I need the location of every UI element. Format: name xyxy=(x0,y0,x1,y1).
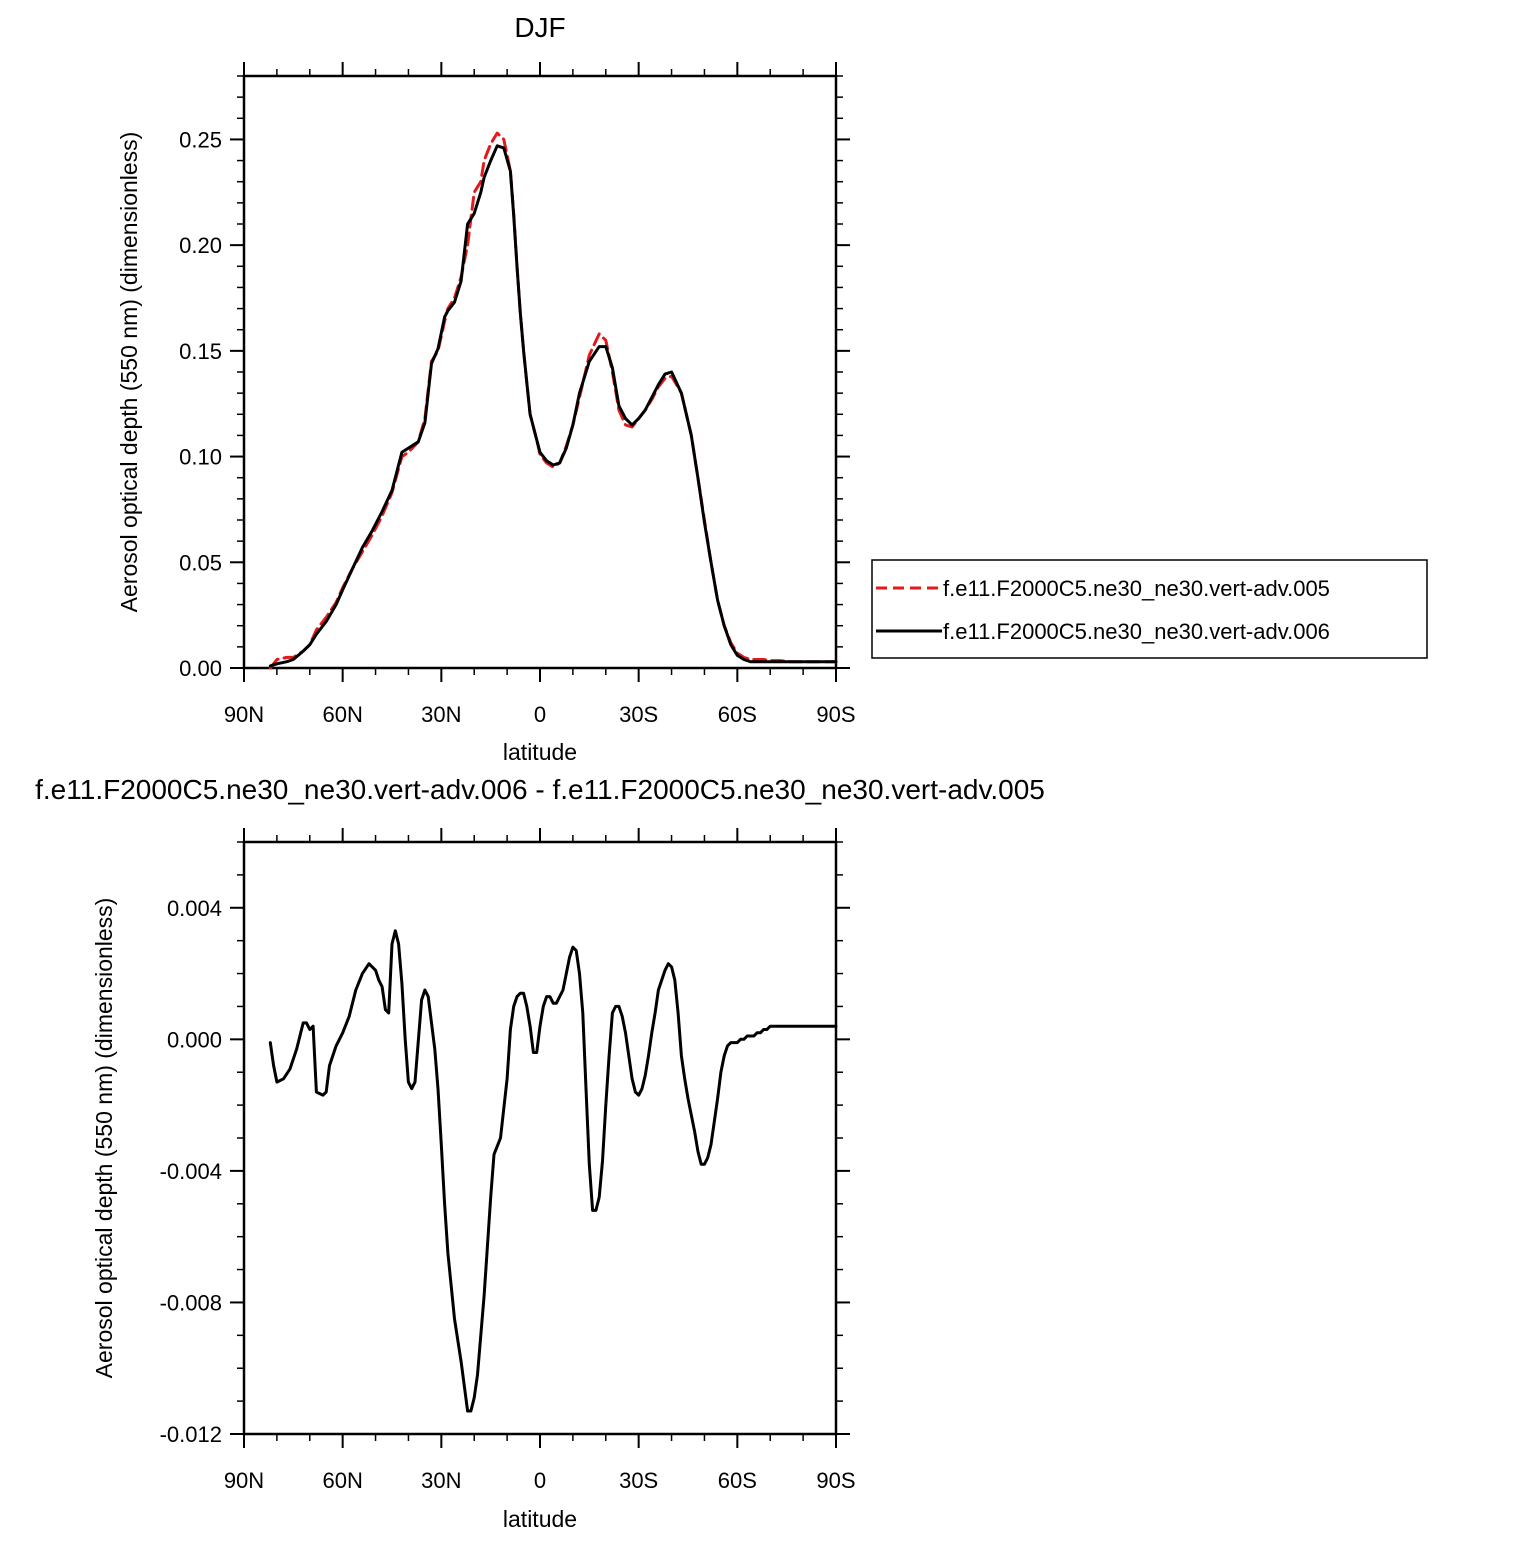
x-tick-label: 60N xyxy=(322,702,362,727)
y-axis-label-top: Aerosol optical depth (550 nm) (dimensio… xyxy=(116,132,142,613)
x-tick-label: 30S xyxy=(619,1468,658,1493)
series-lines-top xyxy=(268,131,838,670)
x-tick-label: 30N xyxy=(421,1468,461,1493)
series-line-difference xyxy=(268,929,838,1413)
y-tick-label: 0.20 xyxy=(179,233,222,258)
series-line-005 xyxy=(268,131,838,670)
x-tick-label: 90N xyxy=(224,702,264,727)
x-tick-label: 60N xyxy=(322,1468,362,1493)
x-tick-label: 90S xyxy=(816,702,855,727)
x-tick-label: 30S xyxy=(619,702,658,727)
x-tick-label: 60S xyxy=(718,702,757,727)
x-ticks-top: 90N 60N 30N 0 30S 60S 90S xyxy=(224,62,856,727)
x-tick-label: 90S xyxy=(816,1468,855,1493)
y-tick-label: 0.10 xyxy=(179,445,222,470)
panel-bottom: f.e11.F2000C5.ne30_ne30.vert-adv.006 - f… xyxy=(35,774,1045,1532)
x-axis-label-top: latitude xyxy=(503,739,577,765)
legend-label-series-005: f.e11.F2000C5.ne30_ne30.vert-adv.005 xyxy=(943,576,1330,601)
y-tick-label: -0.012 xyxy=(160,1422,222,1447)
y-ticks-bottom: -0.012 -0.008 -0.004 0.000 0.004 xyxy=(160,841,850,1447)
x-tick-label: 90N xyxy=(224,1468,264,1493)
y-tick-label: 0.15 xyxy=(179,339,222,364)
legend-box xyxy=(871,559,1428,659)
plot-frame-bottom xyxy=(242,840,838,1436)
x-tick-label: 0 xyxy=(534,702,546,727)
legend-label-series-006: f.e11.F2000C5.ne30_ne30.vert-adv.006 xyxy=(943,619,1330,644)
x-ticks-bottom: 90N 60N 30N 0 30S 60S 90S xyxy=(224,828,856,1493)
x-tick-label: 30N xyxy=(421,702,461,727)
series-lines-bottom xyxy=(268,929,838,1413)
y-tick-label: 0.000 xyxy=(167,1027,222,1052)
panel-top: DJF 90N 60N 30N 0 30S 60S 90S 0.00 0.05 0.10 0.15… xyxy=(116,12,1428,765)
x-tick-label: 60S xyxy=(718,1468,757,1493)
chart-title-top: DJF xyxy=(514,12,565,43)
plot-frame-top xyxy=(242,74,838,670)
y-tick-label: 0.25 xyxy=(179,127,222,152)
y-tick-label: 0.004 xyxy=(167,896,222,921)
x-axis-label-bottom: latitude xyxy=(503,1506,577,1532)
x-tick-label: 0 xyxy=(534,1468,546,1493)
y-ticks-top: 0.00 0.05 0.10 0.15 0.20 0.25 xyxy=(179,75,850,681)
y-axis-label-bottom: Aerosol optical depth (550 nm) (dimensio… xyxy=(91,898,117,1379)
legend: f.e11.F2000C5.ne30_ne30.vert-adv.005 f.e… xyxy=(871,559,1428,659)
series-line-006 xyxy=(268,144,838,668)
chart-title-bottom: f.e11.F2000C5.ne30_ne30.vert-adv.006 - f… xyxy=(35,774,1045,805)
y-tick-label: 0.00 xyxy=(179,656,222,681)
y-tick-label: -0.004 xyxy=(160,1159,222,1184)
y-tick-label: -0.008 xyxy=(160,1290,222,1315)
y-tick-label: 0.05 xyxy=(179,550,222,575)
